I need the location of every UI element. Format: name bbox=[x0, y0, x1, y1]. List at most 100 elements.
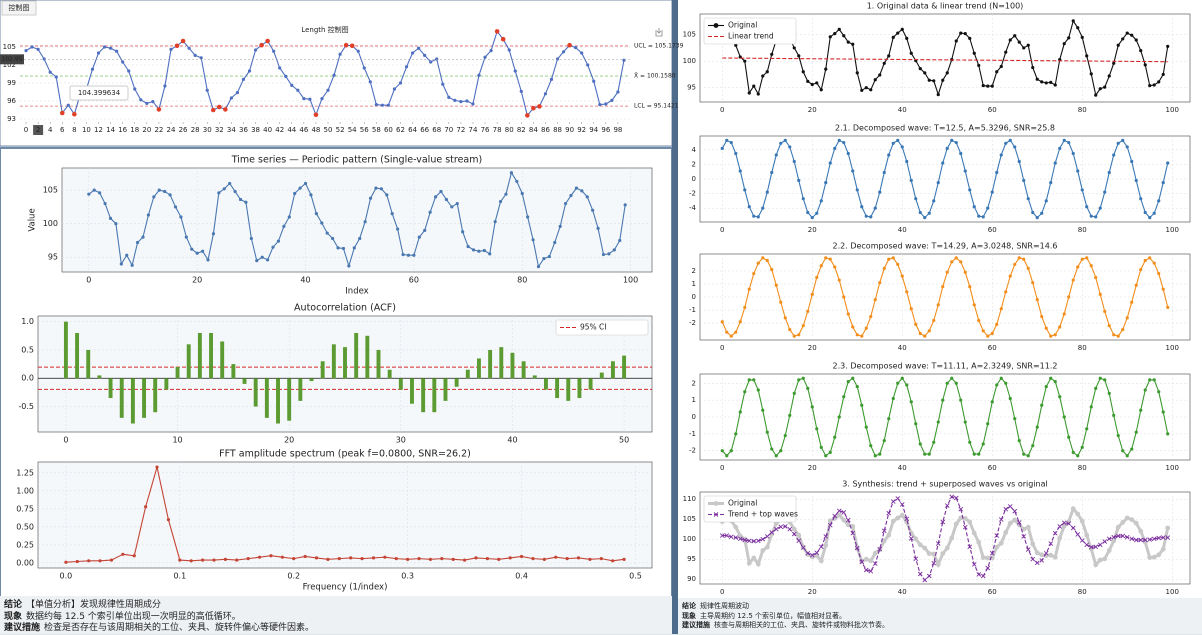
point bbox=[923, 216, 927, 220]
series-line bbox=[721, 139, 1169, 219]
acf-bar bbox=[510, 352, 515, 379]
point bbox=[1139, 48, 1143, 53]
point bbox=[622, 557, 626, 561]
point bbox=[977, 452, 981, 456]
acf-bar bbox=[521, 361, 526, 379]
point bbox=[585, 195, 589, 199]
point bbox=[580, 51, 584, 55]
point bbox=[909, 51, 913, 55]
point bbox=[1044, 199, 1048, 203]
point bbox=[797, 333, 801, 337]
point bbox=[1080, 35, 1084, 39]
point bbox=[611, 559, 615, 563]
point bbox=[272, 49, 276, 53]
point bbox=[743, 188, 747, 192]
chart-title: 2.2. Decomposed wave: T=14.29, A=3.0248,… bbox=[833, 242, 1058, 251]
y-tick-label: 1.00 bbox=[16, 486, 34, 495]
point bbox=[905, 36, 909, 40]
point bbox=[1089, 72, 1093, 76]
y-tick-label: 100 bbox=[683, 535, 696, 543]
point bbox=[1031, 65, 1035, 70]
point bbox=[1013, 262, 1017, 267]
point bbox=[1098, 292, 1102, 296]
point bbox=[1004, 50, 1008, 54]
acf-bar bbox=[566, 378, 571, 401]
point bbox=[497, 557, 501, 561]
x-tick-label: 0 bbox=[720, 226, 724, 234]
x-tick-label: 100 bbox=[1166, 588, 1179, 596]
point bbox=[320, 221, 324, 225]
point bbox=[734, 330, 738, 334]
point bbox=[1103, 378, 1107, 382]
tab[interactable] bbox=[1, 0, 37, 16]
point bbox=[1121, 449, 1125, 453]
point bbox=[1124, 515, 1130, 521]
point bbox=[801, 324, 805, 328]
point bbox=[547, 254, 551, 259]
point bbox=[601, 252, 606, 257]
point bbox=[280, 555, 284, 559]
note-text: 【单值分析】发现规律性周期成分 bbox=[26, 600, 162, 610]
x-tick-label: 40 bbox=[898, 464, 907, 472]
acf-bar bbox=[488, 349, 493, 379]
point bbox=[493, 220, 497, 224]
point bbox=[1048, 541, 1054, 546]
point bbox=[1116, 43, 1120, 47]
y-tick-label: -2 bbox=[689, 447, 696, 455]
x-tick-label: 92 bbox=[577, 126, 586, 134]
point bbox=[87, 559, 91, 563]
point bbox=[519, 554, 524, 559]
point bbox=[981, 83, 985, 88]
point bbox=[1139, 197, 1143, 201]
x-tick-label: 40 bbox=[898, 106, 907, 114]
point bbox=[151, 100, 155, 104]
point bbox=[121, 552, 125, 556]
point bbox=[841, 517, 847, 523]
x-tick-label: 20 bbox=[808, 464, 817, 472]
x-tick-label: 68 bbox=[432, 126, 441, 134]
tab-label[interactable]: 控制图 bbox=[9, 3, 30, 12]
point bbox=[1075, 532, 1081, 537]
tooltip-box bbox=[69, 85, 129, 101]
x-tick-label: 8 bbox=[72, 126, 76, 134]
legend-label: Original bbox=[728, 21, 757, 30]
point bbox=[1121, 138, 1125, 142]
point bbox=[846, 151, 850, 156]
download-icon[interactable] bbox=[655, 28, 663, 37]
point bbox=[1089, 264, 1093, 268]
point bbox=[565, 557, 569, 561]
point bbox=[842, 295, 846, 299]
point bbox=[509, 171, 514, 175]
point bbox=[882, 170, 886, 175]
point bbox=[451, 557, 455, 561]
point bbox=[474, 556, 478, 560]
point bbox=[869, 314, 873, 319]
y-tick-label: 1 bbox=[692, 396, 696, 404]
point bbox=[891, 396, 895, 401]
point bbox=[985, 565, 991, 571]
point bbox=[860, 403, 864, 407]
x-tick-label: 0 bbox=[24, 126, 28, 134]
chart-title: Time series — Periodic pattern (Single-v… bbox=[231, 155, 482, 166]
point bbox=[729, 334, 733, 338]
point bbox=[1007, 520, 1013, 526]
point bbox=[734, 151, 738, 156]
point bbox=[935, 562, 941, 567]
point bbox=[761, 408, 765, 412]
point bbox=[179, 215, 183, 219]
point bbox=[895, 515, 901, 521]
x-tick-label: 40 bbox=[300, 276, 310, 285]
point bbox=[887, 417, 891, 421]
point bbox=[200, 249, 205, 253]
x-tick-label: 34 bbox=[227, 126, 236, 134]
acf-bar bbox=[432, 378, 437, 413]
point bbox=[217, 191, 221, 195]
point bbox=[343, 42, 349, 48]
point bbox=[896, 262, 900, 267]
point bbox=[760, 536, 766, 542]
point bbox=[976, 572, 982, 577]
point bbox=[1112, 61, 1116, 65]
point bbox=[1052, 530, 1058, 536]
point bbox=[833, 435, 837, 439]
point bbox=[869, 444, 873, 448]
